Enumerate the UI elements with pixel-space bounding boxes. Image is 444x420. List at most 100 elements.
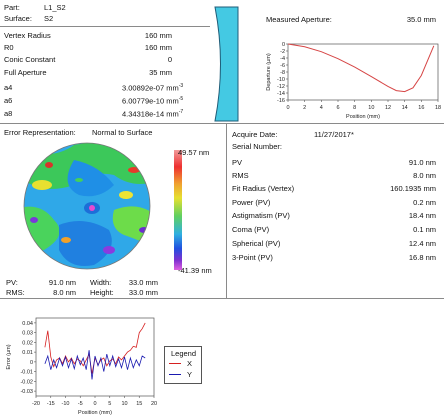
error-representation-label: Error Representation: <box>4 128 76 137</box>
x-tick-label: -15 <box>47 401 55 407</box>
param-label: Vertex Radius <box>4 31 51 40</box>
y-tick-label: 0 <box>282 42 285 48</box>
y-tick-label: -14 <box>277 91 285 97</box>
series-line-x <box>44 322 146 374</box>
x-tick-label: 16 <box>418 105 424 111</box>
param-label: Conic Constant <box>4 55 56 64</box>
y-tick-label: -0.02 <box>20 379 33 385</box>
legend-title: Legend <box>171 349 197 358</box>
result-label: Coma (PV) <box>232 225 270 234</box>
result-value: 18.4 nm <box>408 211 436 220</box>
param-value: 6.00779e-10 mm-5 <box>122 96 184 106</box>
error-chart: -20 -15 -10 -5 0 5 10 15 20 0.04 0.03 0.02 0.01 0 -0.0… <box>6 317 157 416</box>
y-tick-label: -0.01 <box>20 370 33 376</box>
color-scale-max: 49.57 nm <box>178 148 210 157</box>
divider <box>226 123 227 298</box>
legend-label-x: X <box>187 359 193 368</box>
y-tick-label: -12 <box>277 84 285 90</box>
map-width-value: 33.0 mm <box>128 278 158 287</box>
map-height-value: 33.0 mm <box>128 288 158 297</box>
x-tick-label: 0 <box>93 401 96 407</box>
y-tick-label: 0.04 <box>22 321 33 327</box>
x-tick-label: 20 <box>151 401 157 407</box>
param-value: 160 mm <box>144 31 172 40</box>
x-tick-label: 2 <box>303 105 306 111</box>
map-pv-value: 91.0 nm <box>48 278 76 287</box>
y-tick-label: 0 <box>30 360 33 366</box>
param-value: 160 mm <box>144 43 172 52</box>
series-line-departure <box>287 43 435 93</box>
result-label: RMS <box>232 171 249 180</box>
result-value: 0.2 nm <box>413 198 436 207</box>
x-tick-label: 0 <box>286 105 289 111</box>
map-pv-label: PV: <box>6 278 18 287</box>
error-chart-legend: Legend X Y <box>164 346 202 384</box>
legend-swatch-x <box>169 363 181 364</box>
x-tick-label: 4 <box>320 105 323 111</box>
serial-number-label: Serial Number: <box>232 142 283 151</box>
error-representation-value: Normal to Surface <box>92 128 153 137</box>
y-tick-label: -8 <box>280 70 285 76</box>
y-tick-label: 0.02 <box>22 340 33 346</box>
divider <box>0 298 444 299</box>
map-rms-label: RMS: <box>6 288 25 297</box>
surface-value: S2 <box>44 14 54 23</box>
departure-chart: 0 2 4 6 8 10 12 14 16 180-2-4-6-8-10-12-14-16Posi… <box>266 42 441 120</box>
y-tick-label: -0.03 <box>20 389 33 395</box>
color-scale-bar <box>174 150 182 270</box>
y-tick-label: 0.01 <box>22 350 33 356</box>
result-label: 3-Point (PV) <box>232 253 273 262</box>
y-tick-label: 0.03 <box>22 331 33 337</box>
result-label: Power (PV) <box>232 198 271 207</box>
x-tick-label: 12 <box>385 105 391 111</box>
legend-label-y: Y <box>187 370 193 379</box>
acquire-date-value: 11/27/2017* <box>314 130 354 139</box>
x-axis-label: Position (mm) <box>78 410 112 416</box>
x-axis-label: Position (mm) <box>346 114 380 120</box>
param-value: 35 mm <box>149 68 172 77</box>
y-tick-label: -2 <box>280 49 285 55</box>
result-value: 0.1 nm <box>413 225 436 234</box>
result-value: 160.1935 mm <box>390 184 436 193</box>
param-label: a8 <box>4 109 13 118</box>
part-value: L1_S2 <box>44 3 66 12</box>
surface-label: Surface: <box>4 14 32 23</box>
result-value: 91.0 nm <box>408 158 436 167</box>
x-tick-label: -20 <box>32 401 40 407</box>
x-tick-label: 6 <box>336 105 339 111</box>
series-line-y <box>44 350 146 380</box>
y-tick-label: -6 <box>280 63 285 69</box>
param-value: 0 <box>167 55 172 64</box>
x-tick-label: 14 <box>402 105 408 111</box>
param-value: 4.34318e-14 mm-7 <box>122 109 184 119</box>
surface-error-map <box>23 142 151 270</box>
param-label: a6 <box>4 96 13 105</box>
y-axis-label: Error (µm) <box>6 344 12 369</box>
divider <box>0 26 210 27</box>
x-tick-label: 8 <box>353 105 356 111</box>
lens-profile-graphic <box>214 6 239 122</box>
acquire-date-label: Acquire Date: <box>232 130 278 139</box>
x-tick-label: 10 <box>121 401 127 407</box>
param-value: 3.00892e-07 mm-3 <box>122 83 184 93</box>
measured-aperture-label: Measured Aperture: <box>266 15 332 24</box>
result-value: 8.0 nm <box>413 171 436 180</box>
x-tick-label: 5 <box>108 401 111 407</box>
y-tick-label: -10 <box>277 77 285 83</box>
y-axis-label: Departure (µm) <box>266 53 272 91</box>
x-tick-label: 10 <box>368 105 374 111</box>
color-scale-min: -41.39 nm <box>178 266 212 275</box>
x-tick-label: -5 <box>78 401 83 407</box>
y-tick-label: -16 <box>277 98 285 104</box>
param-label: Full Aperture <box>4 68 47 77</box>
param-label: R0 <box>4 43 14 52</box>
map-rms-value: 8.0 nm <box>53 288 76 297</box>
result-label: Spherical (PV) <box>232 239 281 248</box>
x-tick-label: 15 <box>136 401 142 407</box>
result-label: Astigmatism (PV) <box>232 211 290 220</box>
y-tick-label: -4 <box>280 56 285 62</box>
result-value: 12.4 nm <box>408 239 436 248</box>
result-label: Fit Radius (Vertex) <box>232 184 295 193</box>
map-width-label: Width: <box>90 278 112 287</box>
map-height-label: Height: <box>90 288 114 297</box>
